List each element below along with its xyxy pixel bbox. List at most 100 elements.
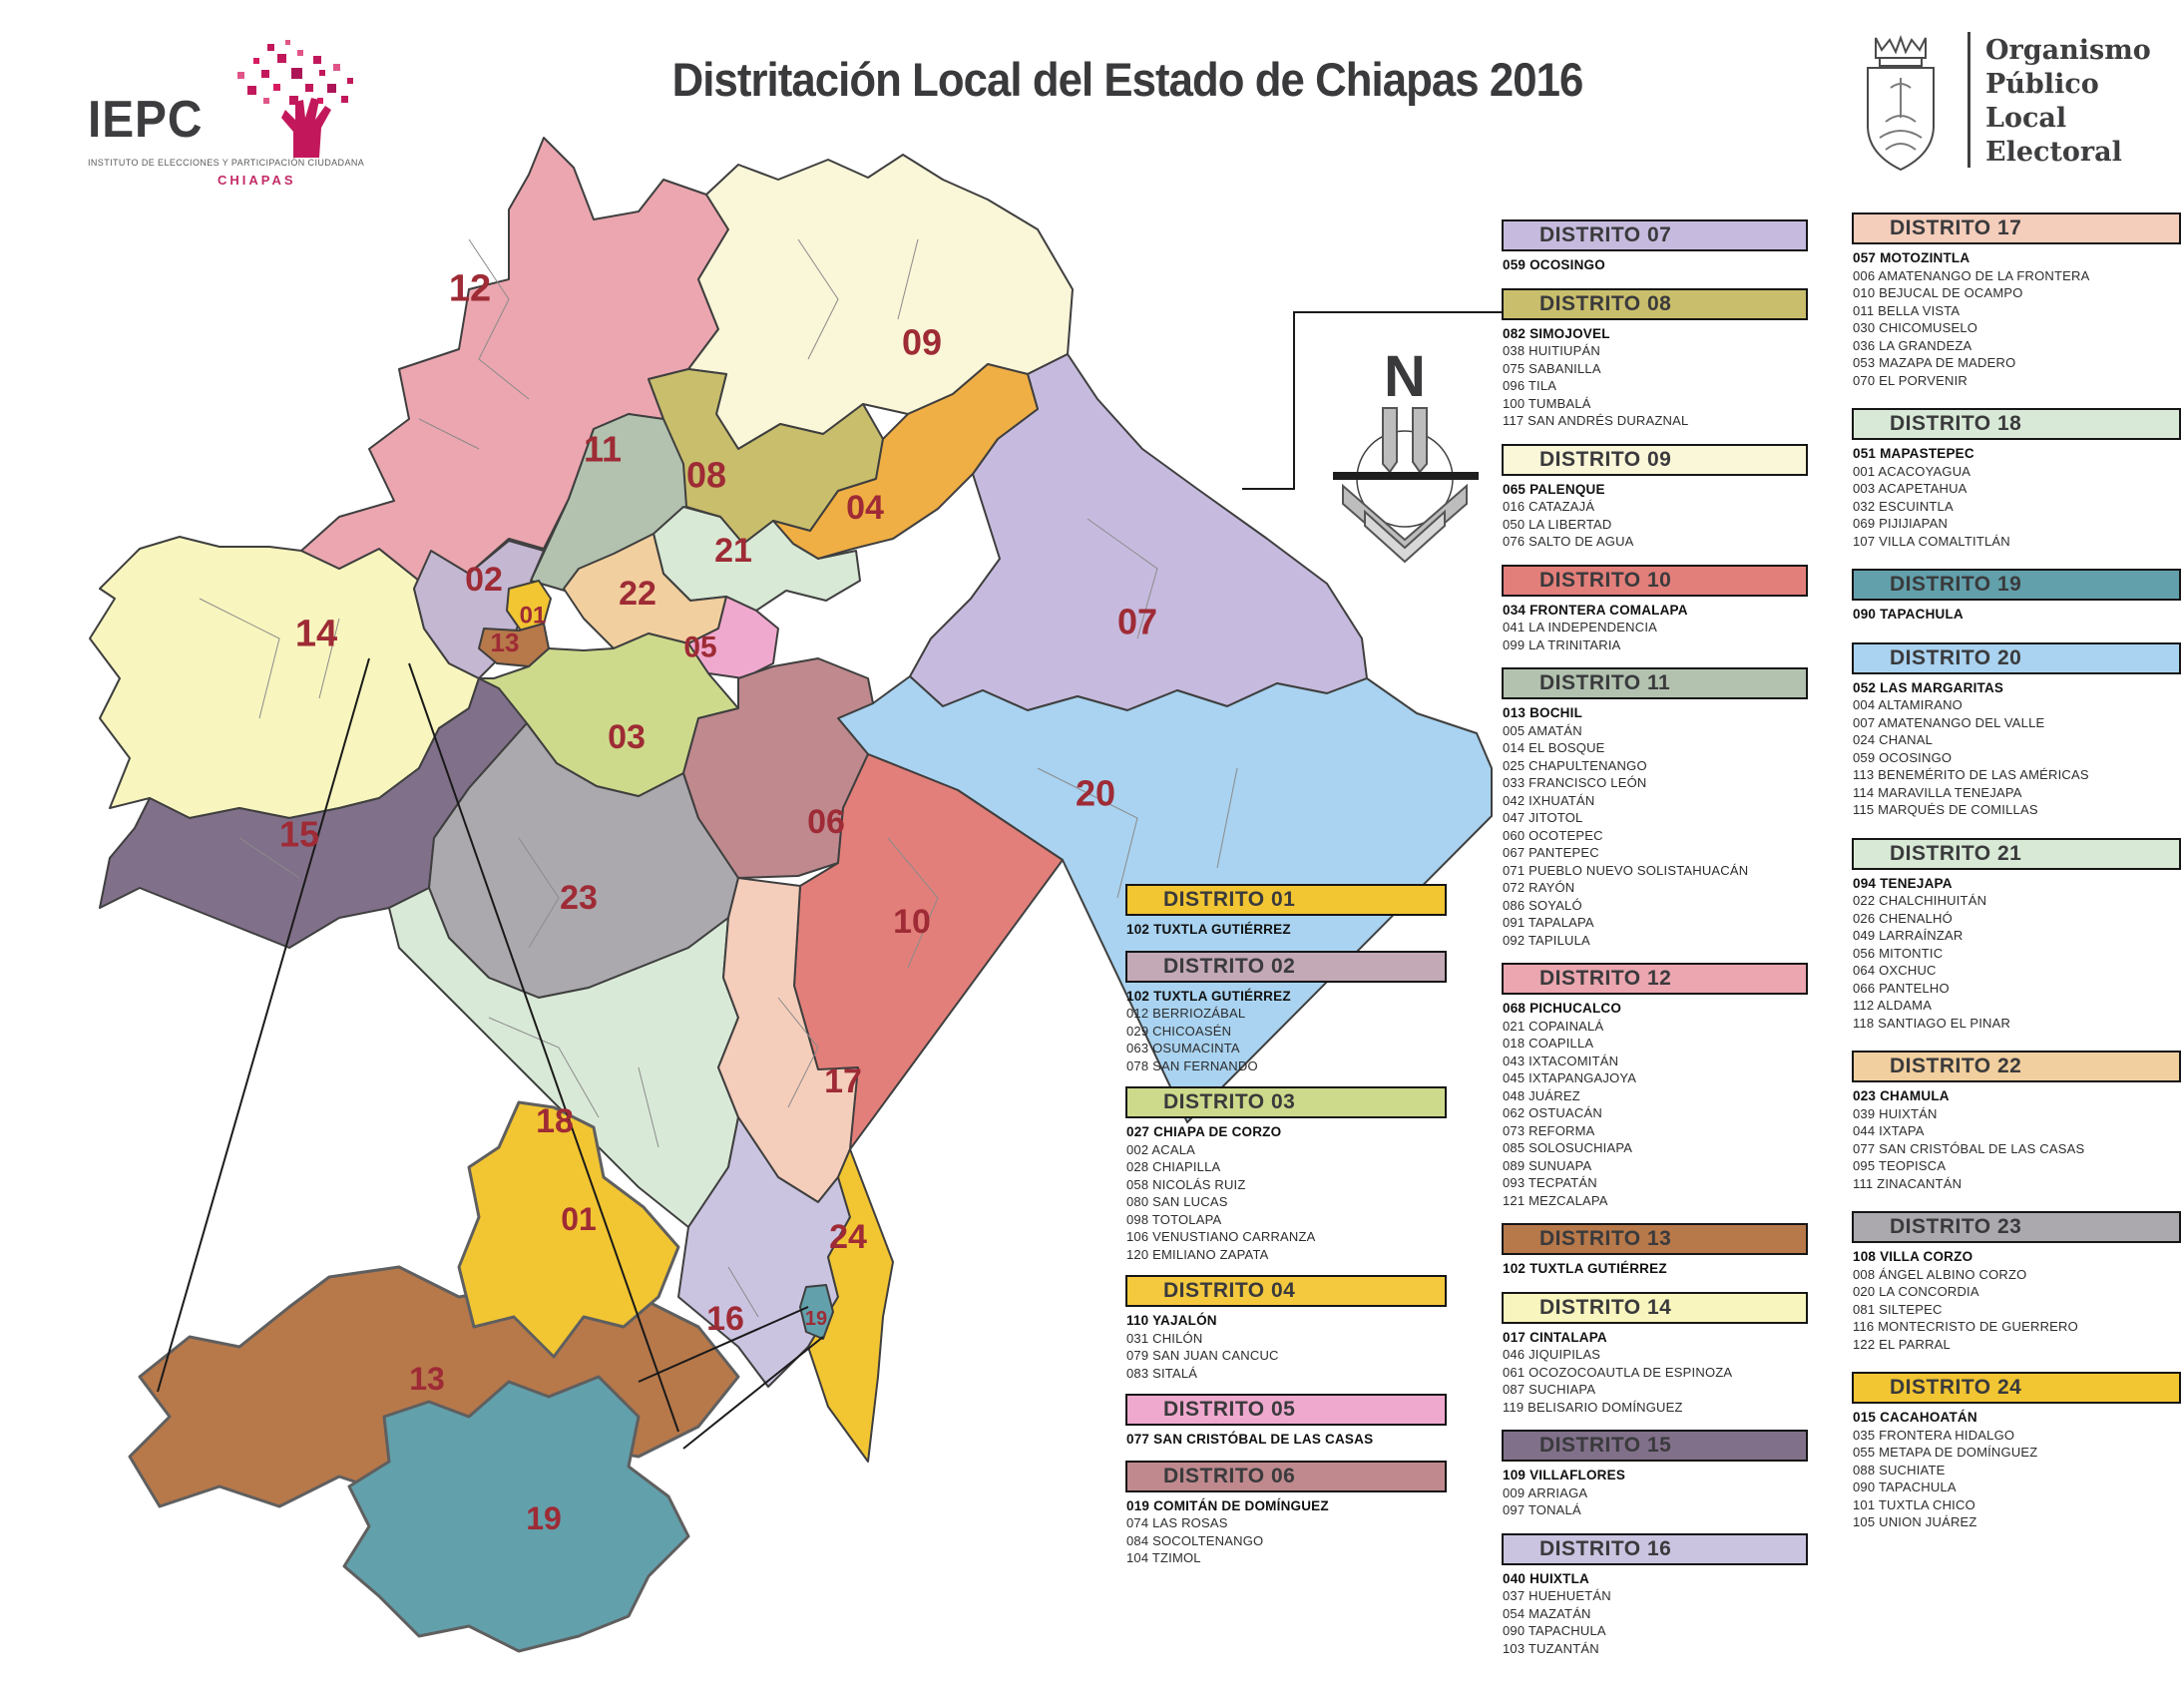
ople-logo: Organismo Público Local Electoral (1846, 26, 2175, 176)
legend-district-24-municipalities: 015 CACAHOATÁN 035 FRONTERA HIDALGO 055 ME… (1853, 1409, 2181, 1531)
municipality-item: 057 MOTOZINTLA (1853, 250, 1970, 265)
inset-19-connector-bottom (682, 1336, 824, 1450)
municipality-item: 007 AMATENANGO DEL VALLE (1853, 714, 2045, 730)
municipality-item: 083 SITALÁ (1126, 1365, 1198, 1381)
legend-district-10-municipalities: 034 FRONTERA COMALAPA 041 LA INDEPENDENCI… (1503, 602, 1808, 654)
municipality-item: 002 ACALA (1126, 1141, 1196, 1157)
legend-district-20-header: DISTRITO 20 (1852, 641, 2181, 674)
municipal-boundary-line (518, 837, 560, 949)
map-region-district-19i (342, 1375, 690, 1653)
municipality-item: 022 CHALCHIHUITÁN (1853, 893, 1987, 908)
municipality-item: 028 CHIAPILLA (1126, 1159, 1221, 1174)
municipal-boundary-line (797, 238, 839, 360)
legend-column-3: DISTRITO 17 057 MOTOZINTLA 006 AMATENANGO … (1852, 212, 2181, 1550)
map-region-district-24 (807, 1148, 894, 1463)
map-label-district-21: 21 (714, 532, 752, 570)
legend-district-13: DISTRITO 13 102 TUXTLA GUTIÉRREZ (1502, 1223, 1808, 1278)
municipality-item: 098 TOTOLAPA (1126, 1211, 1222, 1227)
legend-district-19-municipalities: 090 TAPACHULA (1853, 606, 2181, 624)
legend-district-03-header: DISTRITO 03 (1125, 1086, 1447, 1118)
legend-district-22-header: DISTRITO 22 (1852, 1051, 2181, 1082)
municipality-item: 071 PUEBLO NUEVO SOLISTAHUACÁN (1503, 862, 1749, 878)
municipality-item: 026 CHENALHÓ (1853, 910, 1953, 926)
legend-column-2: DISTRITO 07 059 OCOSINGO DISTRITO 08 082 SI… (1502, 219, 1808, 1671)
municipal-boundary-line (318, 618, 340, 699)
legend-district-01-header: DISTRITO 01 (1125, 884, 1447, 916)
legend-district-22: DISTRITO 22 023 CHAMULA 039 HUIXTÁN 044 IXT… (1852, 1051, 2181, 1192)
legend-district-05: DISTRITO 05 077 SAN CRISTÓBAL DE LAS CASA… (1125, 1394, 1447, 1449)
inset-13-connector-left (157, 657, 370, 1393)
municipality-item: 039 HUIXTÁN (1853, 1105, 1938, 1121)
legend-district-12-municipalities: 068 PICHUCALCO 021 COPAINALÁ 018 COAPILLA 0… (1503, 1000, 1808, 1209)
legend-district-13-header: DISTRITO 13 (1502, 1223, 1808, 1255)
municipality-item: 018 COAPILLA (1503, 1036, 1594, 1051)
municipality-item: 102 TUXTLA GUTIÉRREZ (1126, 922, 1291, 937)
municipality-item: 101 TUXTLA CHICO (1853, 1496, 1975, 1512)
map-label-district-01-inset: 01 (561, 1201, 597, 1237)
municipality-item: 075 SABANILLA (1503, 360, 1601, 376)
municipality-item: 119 BELISARIO DOMÍNGUEZ (1503, 1399, 1683, 1415)
municipality-item: 079 SAN JUAN CANCUC (1126, 1348, 1279, 1363)
legend-district-23-header: DISTRITO 23 (1852, 1211, 2181, 1243)
municipality-item: 082 SIMOJOVEL (1503, 325, 1610, 341)
municipal-boundary-line (887, 837, 939, 969)
map-label-district-24: 24 (829, 1218, 867, 1256)
legend-district-05-header: DISTRITO 05 (1125, 1394, 1447, 1426)
municipality-item: 065 PALENQUE (1503, 481, 1605, 497)
map-region-district-04 (772, 363, 1039, 560)
municipality-item: 010 BEJUCAL DE OCAMPO (1853, 285, 2023, 300)
municipality-item: 095 TEOPISCA (1853, 1158, 1947, 1173)
legend-district-04-header: DISTRITO 04 (1125, 1275, 1447, 1307)
municipal-boundary-line (897, 238, 919, 320)
municipality-item: 012 BERRIOZÁBAL (1126, 1006, 1246, 1021)
municipality-item: 051 MAPASTEPEC (1853, 446, 1974, 461)
municipality-item: 105 UNION JUÁREZ (1853, 1514, 1977, 1529)
municipality-item: 043 IXTACOMITÁN (1503, 1053, 1619, 1068)
iepc-acronym: IEPC (88, 91, 204, 149)
municipality-item: 099 LA TRINITARIA (1503, 636, 1621, 652)
legend-district-11-municipalities: 013 BOCHIL 005 AMATÁN 014 EL BOSQUE 025 CHA… (1503, 704, 1808, 949)
municipality-item: 111 ZINACANTÁN (1853, 1175, 1963, 1191)
legend-district-14-header: DISTRITO 14 (1502, 1291, 1808, 1324)
legend-district-20: DISTRITO 20 052 LAS MARGARITAS 004 ALTAMIR… (1852, 641, 2181, 819)
municipality-item: 008 ÁNGEL ALBINO CORZO (1853, 1266, 2027, 1282)
legend-column-1: DISTRITO 01 102 TUXTLA GUTIÉRREZ DISTRITO … (1125, 884, 1447, 1579)
chiapas-district-map: 01 01 02 03 04 05 06 07 08 09 10 11 12 13 13 14 15 16 17 18… (89, 137, 1505, 1653)
north-compass: N (1333, 344, 1479, 564)
ople-shield-icon (1867, 35, 1935, 172)
legend-district-04-municipalities: 110 YAJALÓN 031 CHILÓN 079 SAN JUAN CANCUC… (1126, 1312, 1447, 1382)
legend-district-24: DISTRITO 24 015 CACAHOATÁN 035 FRONTERA HI… (1852, 1372, 2181, 1531)
legend-district-10-header: DISTRITO 10 (1502, 564, 1808, 597)
municipality-item: 035 FRONTERA HIDALGO (1853, 1427, 2015, 1443)
municipal-boundary-line (1087, 518, 1158, 639)
map-label-district-23: 23 (560, 879, 598, 917)
map-label-district-12: 12 (449, 267, 491, 309)
map-label-district-19: 19 (805, 1308, 827, 1330)
municipality-item: 034 FRONTERA COMALAPA (1503, 602, 1688, 618)
iepc-state-line: CHIAPAS (218, 173, 296, 188)
municipality-item: 061 OCOZOCOAUTLA DE ESPINOZA (1503, 1364, 1733, 1380)
municipality-item: 055 METAPA DE DOMÍNGUEZ (1853, 1445, 2038, 1460)
municipality-item: 114 MARAVILLA TENEJAPA (1853, 784, 2022, 800)
municipality-item: 059 OCOSINGO (1503, 257, 1605, 272)
map-label-district-17: 17 (824, 1062, 862, 1100)
municipality-item: 117 SAN ANDRÉS DURAZNAL (1503, 413, 1689, 428)
municipality-item: 004 ALTAMIRANO (1853, 697, 1963, 712)
legend-district-03-municipalities: 027 CHIAPA DE CORZO 002 ACALA 028 CHIAPILL… (1126, 1123, 1447, 1263)
municipality-item: 070 EL PORVENIR (1853, 372, 1967, 388)
legend-district-01: DISTRITO 01 102 TUXTLA GUTIÉRREZ (1125, 884, 1447, 939)
municipality-item: 085 SOLOSUCHIAPA (1503, 1140, 1633, 1155)
map-label-district-13-inset: 13 (409, 1361, 445, 1397)
legend-district-09-header: DISTRITO 09 (1502, 443, 1808, 476)
municipality-item: 102 TUXTLA GUTIÉRREZ (1503, 1261, 1667, 1276)
municipality-item: 081 SILTEPEC (1853, 1301, 1943, 1317)
legend-district-01-municipalities: 102 TUXTLA GUTIÉRREZ (1126, 921, 1447, 939)
municipality-item: 025 CHAPULTENANGO (1503, 757, 1647, 773)
municipality-item: 097 TONALÁ (1503, 1502, 1581, 1517)
legend-district-09-municipalities: 065 PALENQUE 016 CATAZAJÁ 050 LA LIBERTAD 0… (1503, 481, 1808, 551)
legend-district-14-municipalities: 017 CINTALAPA 046 JIQUIPILAS 061 OCOZOCOAU… (1503, 1329, 1808, 1417)
map-label-district-15: 15 (279, 814, 319, 855)
municipality-item: 090 TAPACHULA (1853, 607, 1964, 622)
legend-district-05-municipalities: 077 SAN CRISTÓBAL DE LAS CASAS (1126, 1431, 1447, 1449)
